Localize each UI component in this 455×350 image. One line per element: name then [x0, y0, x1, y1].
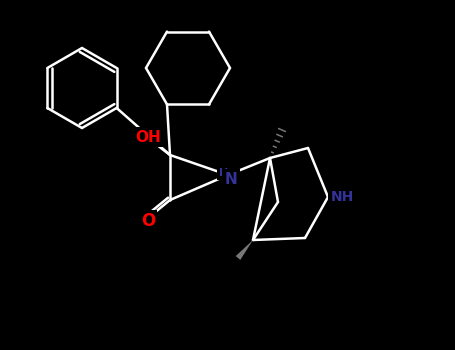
Text: H: H	[219, 168, 228, 178]
Text: O: O	[141, 212, 155, 230]
Polygon shape	[236, 240, 253, 260]
Text: N: N	[225, 172, 238, 187]
Text: NH: NH	[330, 190, 354, 204]
Text: OH: OH	[135, 130, 161, 145]
